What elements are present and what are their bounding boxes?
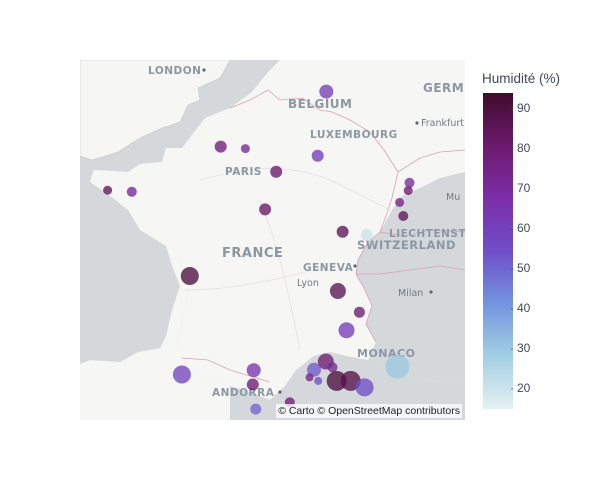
humidity-marker[interactable] bbox=[240, 144, 250, 154]
label-france: FRANCE bbox=[222, 246, 283, 261]
milan-dot bbox=[429, 290, 433, 294]
humidity-marker[interactable] bbox=[338, 322, 355, 339]
humidity-marker[interactable] bbox=[336, 225, 349, 238]
humidity-marker[interactable] bbox=[172, 365, 191, 384]
border-italy bbox=[356, 265, 465, 275]
humidity-marker[interactable] bbox=[395, 197, 405, 207]
colorbar-tick-label: 30 bbox=[517, 341, 531, 355]
humidity-marker[interactable] bbox=[314, 376, 323, 385]
geneva-dot bbox=[353, 264, 357, 268]
label-munich: Mu bbox=[446, 192, 460, 203]
humidity-marker[interactable] bbox=[329, 283, 346, 299]
label-germany: GERM bbox=[423, 81, 464, 95]
road-lines-3 bbox=[184, 264, 331, 291]
colorbar-tick-label: 20 bbox=[517, 381, 531, 395]
humidity-marker[interactable] bbox=[180, 267, 199, 285]
label-london: LONDON bbox=[148, 65, 201, 77]
london-dot bbox=[202, 68, 206, 72]
humidity-marker[interactable] bbox=[103, 185, 113, 195]
humidity-marker[interactable] bbox=[398, 211, 409, 221]
humidity-marker[interactable] bbox=[246, 363, 261, 378]
colorbar-tick-label: 90 bbox=[517, 101, 531, 115]
road-lines bbox=[199, 168, 391, 211]
humidity-marker[interactable] bbox=[327, 362, 338, 373]
colorbar-tick-label: 80 bbox=[517, 141, 531, 155]
border-swiss bbox=[379, 229, 465, 237]
bay-of-biscay bbox=[80, 182, 180, 364]
humidity-marker[interactable] bbox=[404, 177, 415, 188]
label-milan: Milan bbox=[398, 288, 423, 299]
colorbar-tick-label: 70 bbox=[517, 181, 531, 195]
humidity-marker[interactable] bbox=[214, 140, 227, 153]
colorbar-tick-label: 60 bbox=[517, 221, 531, 235]
england-land bbox=[80, 60, 231, 161]
label-luxembourg: LUXEMBOURG bbox=[310, 129, 398, 141]
label-liechtenstein: LIECHTENST bbox=[389, 228, 465, 240]
humidity-marker[interactable] bbox=[353, 306, 365, 318]
humidity-marker[interactable] bbox=[355, 378, 374, 397]
humidity-marker[interactable] bbox=[305, 373, 314, 382]
map-canvas[interactable]: LONDON BELGIUM GERM LUXEMBOURG Frankfurt… bbox=[80, 60, 465, 420]
border-east bbox=[355, 171, 399, 343]
colorbar-tick-label: 40 bbox=[517, 301, 531, 315]
humidity-marker[interactable] bbox=[319, 84, 334, 99]
humidity-marker[interactable] bbox=[250, 403, 262, 415]
humidity-marker[interactable] bbox=[246, 378, 259, 391]
colorbar-title: Humidité (%) bbox=[482, 71, 561, 86]
marker-layer[interactable] bbox=[103, 84, 415, 415]
label-monaco: MONACO bbox=[357, 347, 415, 360]
label-paris: PARIS bbox=[225, 166, 262, 178]
colorbar bbox=[483, 93, 513, 409]
humidity-marker[interactable] bbox=[403, 186, 413, 196]
humidity-marker[interactable] bbox=[385, 354, 410, 379]
colorbar-ticks bbox=[511, 108, 513, 390]
humidity-marker[interactable] bbox=[311, 149, 324, 162]
colorbar-tick-label: 50 bbox=[517, 261, 531, 275]
map-attribution[interactable]: © Carto © OpenStreetMap contributors bbox=[276, 404, 462, 418]
border-germany bbox=[397, 149, 465, 173]
frankfurt-dot bbox=[415, 121, 419, 125]
road-lines-2 bbox=[259, 199, 301, 351]
humidity-marker[interactable] bbox=[307, 362, 321, 377]
label-andorra: ANDORRA bbox=[212, 387, 275, 399]
humidity-marker[interactable] bbox=[270, 165, 283, 178]
label-lyon: Lyon bbox=[297, 278, 319, 289]
andorra-dot bbox=[278, 390, 282, 394]
label-frankfurt: Frankfurt bbox=[421, 118, 464, 129]
map-frame[interactable]: LONDON BELGIUM GERM LUXEMBOURG Frankfurt… bbox=[80, 60, 465, 420]
label-switzerland: SWITZERLAND bbox=[357, 238, 456, 252]
humidity-marker[interactable] bbox=[326, 370, 347, 391]
label-belgium: BELGIUM bbox=[288, 97, 353, 111]
colorbar-gradient bbox=[483, 93, 513, 409]
humidity-marker[interactable] bbox=[259, 203, 272, 216]
border-north bbox=[229, 89, 399, 173]
humidity-marker[interactable] bbox=[340, 370, 361, 391]
label-geneva: GENEVA bbox=[303, 262, 354, 274]
humidity-marker[interactable] bbox=[126, 186, 137, 197]
humidity-marker[interactable] bbox=[360, 228, 373, 241]
border-spain bbox=[181, 357, 271, 383]
